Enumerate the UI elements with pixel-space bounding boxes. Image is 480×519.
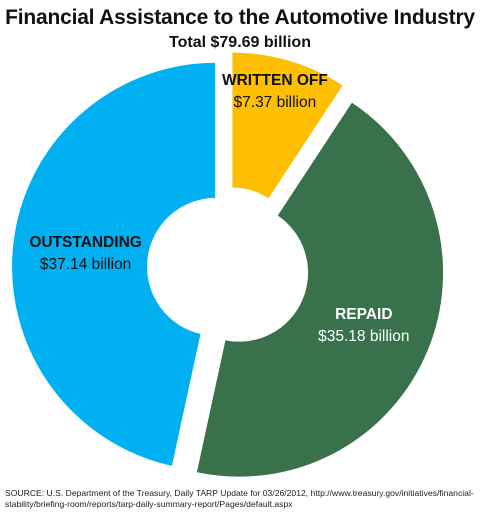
slice-value-label: $37.14 billion [40,256,131,273]
slice-label: REPAID [335,306,392,323]
slice-label: OUTSTANDING [29,234,142,251]
chart-subtitle: Total $79.69 billion [169,34,311,51]
slice-value-label: $35.18 billion [318,328,409,345]
slice-label: WRITTEN OFF [222,72,328,89]
chart-title: Financial Assistance to the Automotive I… [5,6,475,29]
slice-repaid [194,99,446,479]
source-note: SOURCE: U.S. Department of the Treasury,… [5,488,474,509]
slice-outstanding [10,60,218,469]
slice-written-off [230,50,346,202]
slice-value-label: $7.37 billion [234,94,317,111]
